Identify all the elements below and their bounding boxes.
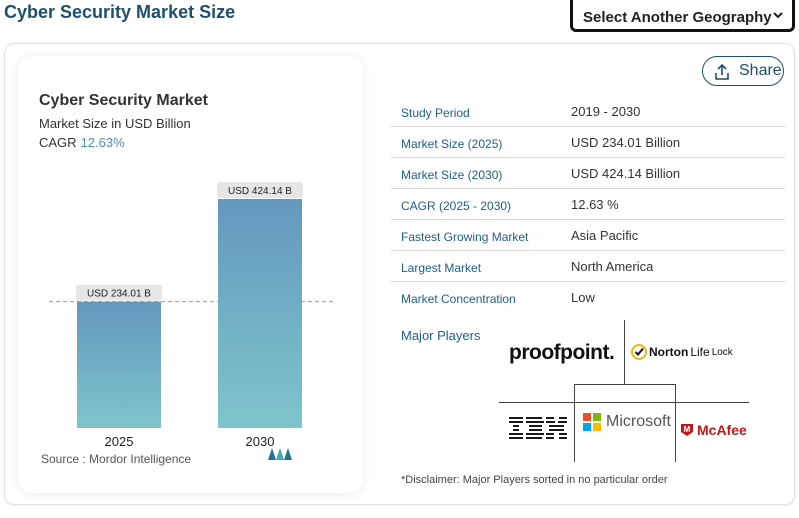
share-button[interactable]: Share <box>702 56 784 86</box>
category-label: 2025 <box>105 434 134 449</box>
checkmark-icon <box>631 344 647 360</box>
cagr-label: CAGR <box>39 135 77 150</box>
nortonlifelock-logo: Norton Life Lock <box>631 344 733 360</box>
stat-label: CAGR (2025 - 2030) <box>401 199 512 213</box>
stat-value: 12.63 % <box>571 197 619 212</box>
stat-row: Market Size (2025) USD 234.01 Billion <box>391 127 785 158</box>
stat-value: USD 234.01 Billion <box>571 135 681 150</box>
chart-title: Cyber Security Market <box>39 92 208 109</box>
chart-cagr: CAGR 12.63% <box>39 135 125 150</box>
stat-row: Fastest Growing Market Asia Pacific <box>391 220 785 251</box>
grid-divider <box>624 320 625 384</box>
chart-panel <box>18 56 363 493</box>
stat-row: Study Period 2019 - 2030 <box>391 96 785 127</box>
major-players-grid: proofpoint. Norton Life Lock <box>499 320 749 464</box>
stat-value: Low <box>571 290 595 305</box>
data-label-box <box>217 182 303 198</box>
stat-label: Largest Market <box>401 261 482 275</box>
stat-row: Market Concentration Low <box>391 282 785 313</box>
chart-source: Source : Mordor Intelligence <box>41 452 192 466</box>
chevron-down-icon <box>773 12 783 19</box>
ibm-logo <box>509 417 567 439</box>
grid-divider <box>574 384 675 385</box>
stat-row: Largest Market North America <box>391 251 785 282</box>
microsoft-squares-icon <box>583 413 601 431</box>
stat-label: Fastest Growing Market <box>401 230 529 244</box>
proofpoint-logo: proofpoint. <box>509 341 615 364</box>
geography-select-label: Select Another Geography <box>583 9 772 26</box>
mcafee-wordmark: McAfee <box>697 422 747 438</box>
mcafee-logo: M McAfee <box>680 422 747 438</box>
grid-divider <box>499 402 749 403</box>
microsoft-wordmark: Microsoft <box>606 413 671 430</box>
bar-chart: USD 234.01 B 2025 USD 424.14 B 2030 <box>49 182 335 449</box>
stat-label: Market Concentration <box>401 292 516 306</box>
market-summary-card: USD 234.01 B 2025 USD 424.14 B 2030 Cyber S… <box>4 43 795 505</box>
disclaimer: *Disclaimer: Major Players sorted in no … <box>401 474 668 486</box>
grid-divider <box>675 384 676 462</box>
stat-label: Study Period <box>401 106 470 120</box>
stat-value: 2019 - 2030 <box>571 104 641 119</box>
page-title: Cyber Security Market Size <box>4 2 236 22</box>
share-icon <box>715 63 729 80</box>
grid-divider <box>574 384 575 462</box>
mcafee-shield-icon: M <box>681 424 693 436</box>
lifelock-wordmark-lock: Lock <box>711 346 733 358</box>
cagr-value: 12.63% <box>80 135 125 150</box>
data-label: USD 234.01 B <box>87 289 151 300</box>
microsoft-logo: Microsoft <box>583 413 671 431</box>
bar-2030 <box>218 199 302 428</box>
stat-value: USD 424.14 Billion <box>571 166 681 181</box>
stat-value: Asia Pacific <box>571 228 639 243</box>
mcafee-shield-letter: M <box>684 425 691 434</box>
stats-table: Study Period 2019 - 2030 Market Size (202… <box>391 96 785 313</box>
chart-subtitle: Market Size in USD Billion <box>39 116 191 131</box>
share-label: Share <box>739 62 782 79</box>
data-label: USD 424.14 B <box>228 186 292 197</box>
stat-row: Market Size (2030) USD 424.14 Billion <box>391 158 785 189</box>
stat-label: Market Size (2025) <box>401 137 503 151</box>
norton-wordmark: Norton <box>649 345 689 359</box>
data-label-box <box>76 284 162 301</box>
bar-2025 <box>77 301 161 428</box>
stat-label: Market Size (2030) <box>401 168 503 182</box>
geography-select[interactable]: Select Another Geography <box>570 0 795 32</box>
stat-value: North America <box>571 259 654 274</box>
major-players-label: Major Players <box>401 328 481 343</box>
mordor-intelligence-logo <box>268 448 292 460</box>
stat-row: CAGR (2025 - 2030) 12.63 % <box>391 189 785 220</box>
lifelock-wordmark-life: Life <box>690 345 710 359</box>
category-label: 2030 <box>246 434 275 449</box>
